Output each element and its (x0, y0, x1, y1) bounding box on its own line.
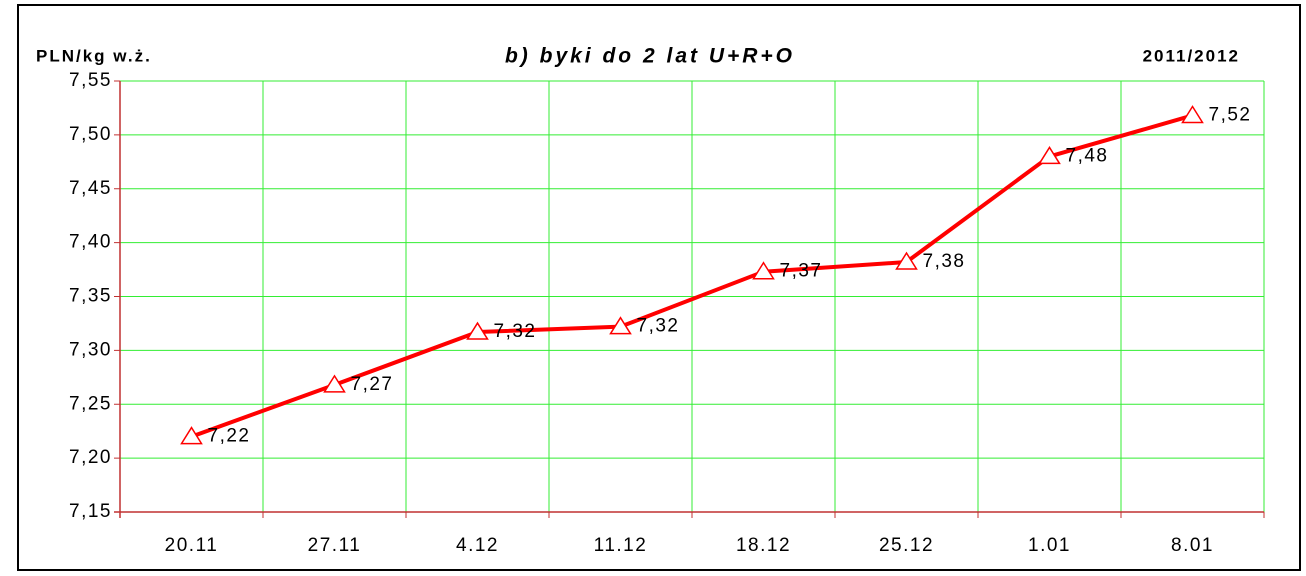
data-label: 7,48 (1066, 145, 1109, 166)
y-axis-label: PLN/kg w.ż. (36, 46, 152, 65)
frame (17, 4, 1301, 571)
data-label: 7,37 (780, 261, 823, 282)
y-tick-label: 7,20 (69, 447, 112, 468)
data-label: 7,38 (923, 251, 966, 272)
y-tick-label: 7,40 (69, 232, 112, 253)
annotation: 2011/2012 (1143, 46, 1240, 65)
y-tick-label: 7,55 (69, 70, 112, 91)
y-tick-label: 7,35 (69, 286, 112, 307)
data-label: 7,32 (494, 321, 537, 342)
x-tick-label: 1.01 (1028, 535, 1071, 556)
x-tick-label: 8.01 (1171, 535, 1214, 556)
x-tick-label: 18.12 (736, 535, 791, 556)
x-tick-label: 4.12 (456, 535, 499, 556)
y-tick-label: 7,15 (69, 501, 112, 522)
marker (466, 321, 489, 340)
marker (895, 251, 918, 270)
x-tick-label: 25.12 (879, 535, 934, 556)
marker (752, 261, 775, 280)
data-label: 7,22 (208, 426, 251, 447)
y-tick-label: 7,45 (69, 178, 112, 199)
y-tick-label: 7,30 (69, 339, 112, 360)
marker (323, 374, 346, 393)
marker (1038, 146, 1061, 165)
y-tick-label: 7,50 (69, 124, 112, 145)
marker (609, 316, 632, 335)
marker (180, 426, 203, 445)
y-tick-label: 7,25 (69, 393, 112, 414)
data-label: 7,52 (1209, 104, 1252, 125)
x-tick-label: 11.12 (594, 535, 648, 556)
data-label: 7,32 (637, 316, 680, 337)
line (190, 113, 1194, 439)
x-tick-label: 20.11 (165, 535, 219, 556)
chart-title: b) byki do 2 lat U+R+O (505, 45, 795, 68)
marker (1181, 105, 1204, 124)
data-label: 7,27 (351, 374, 394, 395)
x-tick-label: 27.11 (308, 535, 362, 556)
